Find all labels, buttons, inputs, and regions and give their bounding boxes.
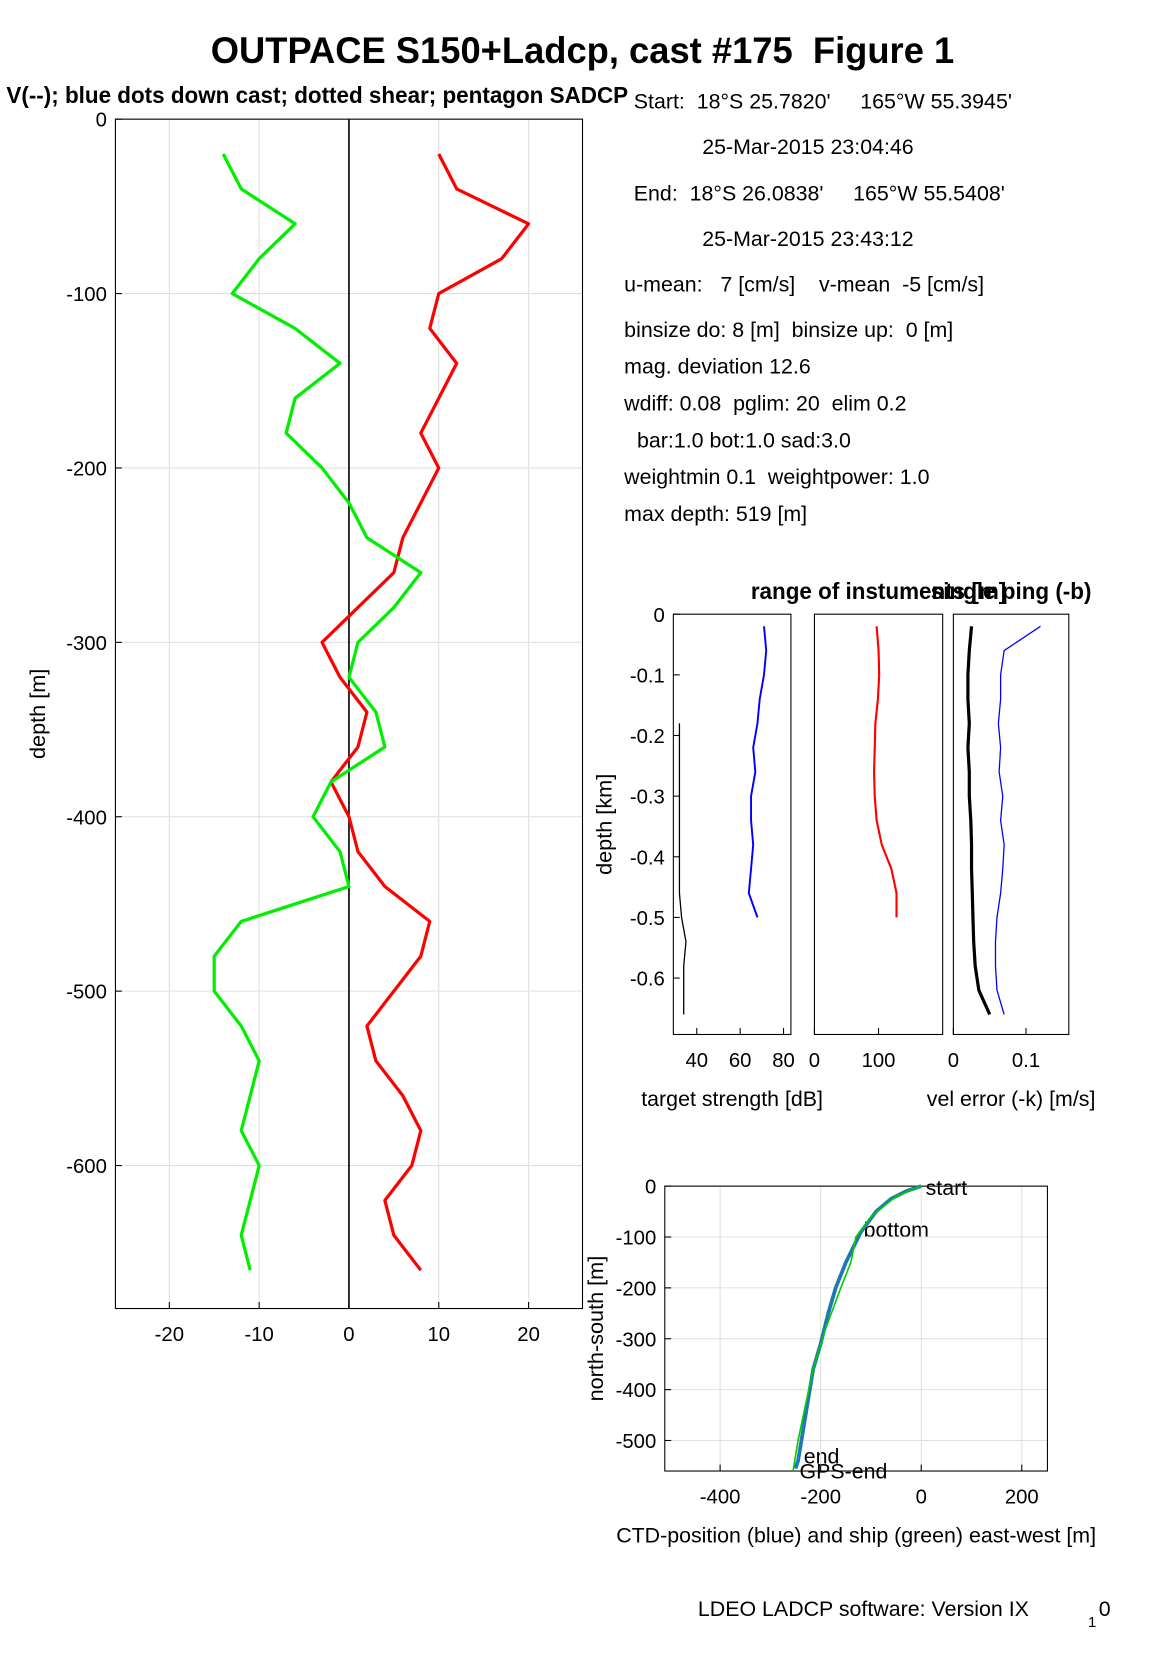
plot-frame <box>952 613 1070 1036</box>
y-axis-label: depth [km] <box>592 774 616 875</box>
y-tick-label: -0.1 <box>630 664 665 687</box>
figure-title: OUTPACE S150+Ladcp, cast #175 Figure 1 <box>211 30 954 71</box>
panel: 40 60 80 -0.6 -0.5 -0.4 -0.3 -0.2 -0.1 0 target st… <box>592 604 823 1111</box>
info-line: mag. deviation 12.6 <box>624 355 811 379</box>
panel: 0 0.1 single ping (-b) vel error (-k) [m/s] <box>927 579 1096 1111</box>
y-tick-label: -500 <box>66 981 107 1004</box>
info-line: wdiff: 0.08 pglim: 20 elim 0.2 <box>623 391 906 415</box>
y-tick-label: -200 <box>616 1277 657 1300</box>
y-tick-label: -0.6 <box>630 968 665 991</box>
series-line <box>320 153 531 1272</box>
info-line: Start: 18°S 25.7820' 165°W 55.3945' <box>634 89 1012 113</box>
plot-frame <box>672 613 792 1036</box>
panel: 0 100 range of instuments [m] <box>751 579 1006 1072</box>
footer: LDEO LADCP software: Version IX <box>698 1597 1029 1621</box>
x-tick-label: 40 <box>685 1049 708 1072</box>
x-tick-label: 80 <box>772 1049 795 1072</box>
x-tick-label: 60 <box>729 1049 752 1072</box>
x-tick-label: -20 <box>155 1323 184 1346</box>
info-line: weightmin 0.1 weightpower: 1.0 <box>623 465 929 489</box>
series-line <box>994 625 1041 1015</box>
plot-frame <box>813 613 944 1036</box>
x-tick-label: 0.1 <box>1012 1049 1040 1072</box>
x-tick-label: 20 <box>517 1323 540 1346</box>
x-axis-label: CTD-position (blue) and ship (green) eas… <box>616 1523 1096 1547</box>
y-tick-label: 0 <box>653 604 664 627</box>
info-block: Start: 18°S 25.7820' 165°W 55.3945' 25-M… <box>623 89 1012 526</box>
x-tick-label: 10 <box>427 1323 450 1346</box>
y-tick-label: -200 <box>66 457 107 480</box>
info-line: 25-Mar-2015 23:43:12 <box>702 227 913 251</box>
x-tick-label: 0 <box>343 1323 354 1346</box>
info-line: 25-Mar-2015 23:04:46 <box>702 135 914 159</box>
y-tick-label: -0.4 <box>630 846 665 869</box>
y-tick-label: -600 <box>66 1155 107 1178</box>
x-tick-label: 0 <box>948 1049 959 1072</box>
y-tick-label: -400 <box>66 806 107 829</box>
x-axis-label: target strength [dB] <box>641 1087 823 1111</box>
x-axis-label: vel error (-k) [m/s] <box>927 1087 1096 1111</box>
series-line <box>793 1184 922 1470</box>
footer-tail: 0 <box>1099 1597 1111 1621</box>
x-tick-label: 100 <box>862 1049 896 1072</box>
series-line <box>873 626 898 918</box>
annotation: end <box>804 1444 840 1468</box>
series-line <box>212 153 423 1271</box>
y-axis-label: depth [m] <box>26 669 50 759</box>
y-tick-label: -100 <box>66 283 107 306</box>
subtitle: V(--); blue dots down cast; dotted shear… <box>6 83 628 108</box>
y-tick-label: 0 <box>96 109 107 132</box>
y-tick-label: -400 <box>616 1379 657 1402</box>
series-line <box>747 626 768 918</box>
panel-title: range of instuments [m] <box>751 579 1006 604</box>
info-line: bar:1.0 bot:1.0 sad:3.0 <box>637 428 851 452</box>
annotation: start <box>926 1176 968 1200</box>
annotation: bottom <box>864 1218 929 1242</box>
panel: -20 -10 0 10 20-600-500-400-300-200-1000dept… <box>26 109 584 1346</box>
y-tick-label: -0.5 <box>630 907 665 930</box>
y-tick-label: -500 <box>616 1430 657 1453</box>
series-line <box>678 723 687 1015</box>
panel: -400 -200 0 200 -500 -400 -300 -200 -100 0 CTD-pos… <box>584 1176 1096 1548</box>
y-tick-label: -100 <box>616 1226 657 1249</box>
footer-subscript: 1 <box>1088 1614 1096 1631</box>
x-tick-label: -10 <box>244 1323 273 1346</box>
series-line <box>966 626 992 1016</box>
y-tick-label: -300 <box>66 632 107 655</box>
series-line <box>792 1185 922 1472</box>
x-tick-label: 0 <box>916 1485 927 1508</box>
x-tick-label: -400 <box>700 1485 741 1508</box>
y-tick-label: -0.2 <box>630 725 665 748</box>
y-tick-label: -300 <box>616 1328 657 1351</box>
x-tick-label: -200 <box>800 1485 841 1508</box>
info-line: End: 18°S 26.0838' 165°W 55.5408' <box>634 181 1005 205</box>
y-axis-label: north-south [m] <box>584 1256 608 1402</box>
y-tick-label: -0.3 <box>630 786 665 809</box>
panel-title: single ping (-b) <box>931 579 1092 604</box>
x-tick-label: 0 <box>809 1049 820 1072</box>
x-tick-label: 200 <box>1005 1485 1039 1508</box>
info-line: max depth: 519 [m] <box>624 502 807 526</box>
info-line: binsize do: 8 [m] binsize up: 0 [m] <box>624 318 953 342</box>
y-tick-label: 0 <box>645 1176 656 1199</box>
plot-frame <box>664 1185 1048 1472</box>
info-line: u-mean: 7 [cm/s] v-mean -5 [cm/s] <box>624 272 984 296</box>
